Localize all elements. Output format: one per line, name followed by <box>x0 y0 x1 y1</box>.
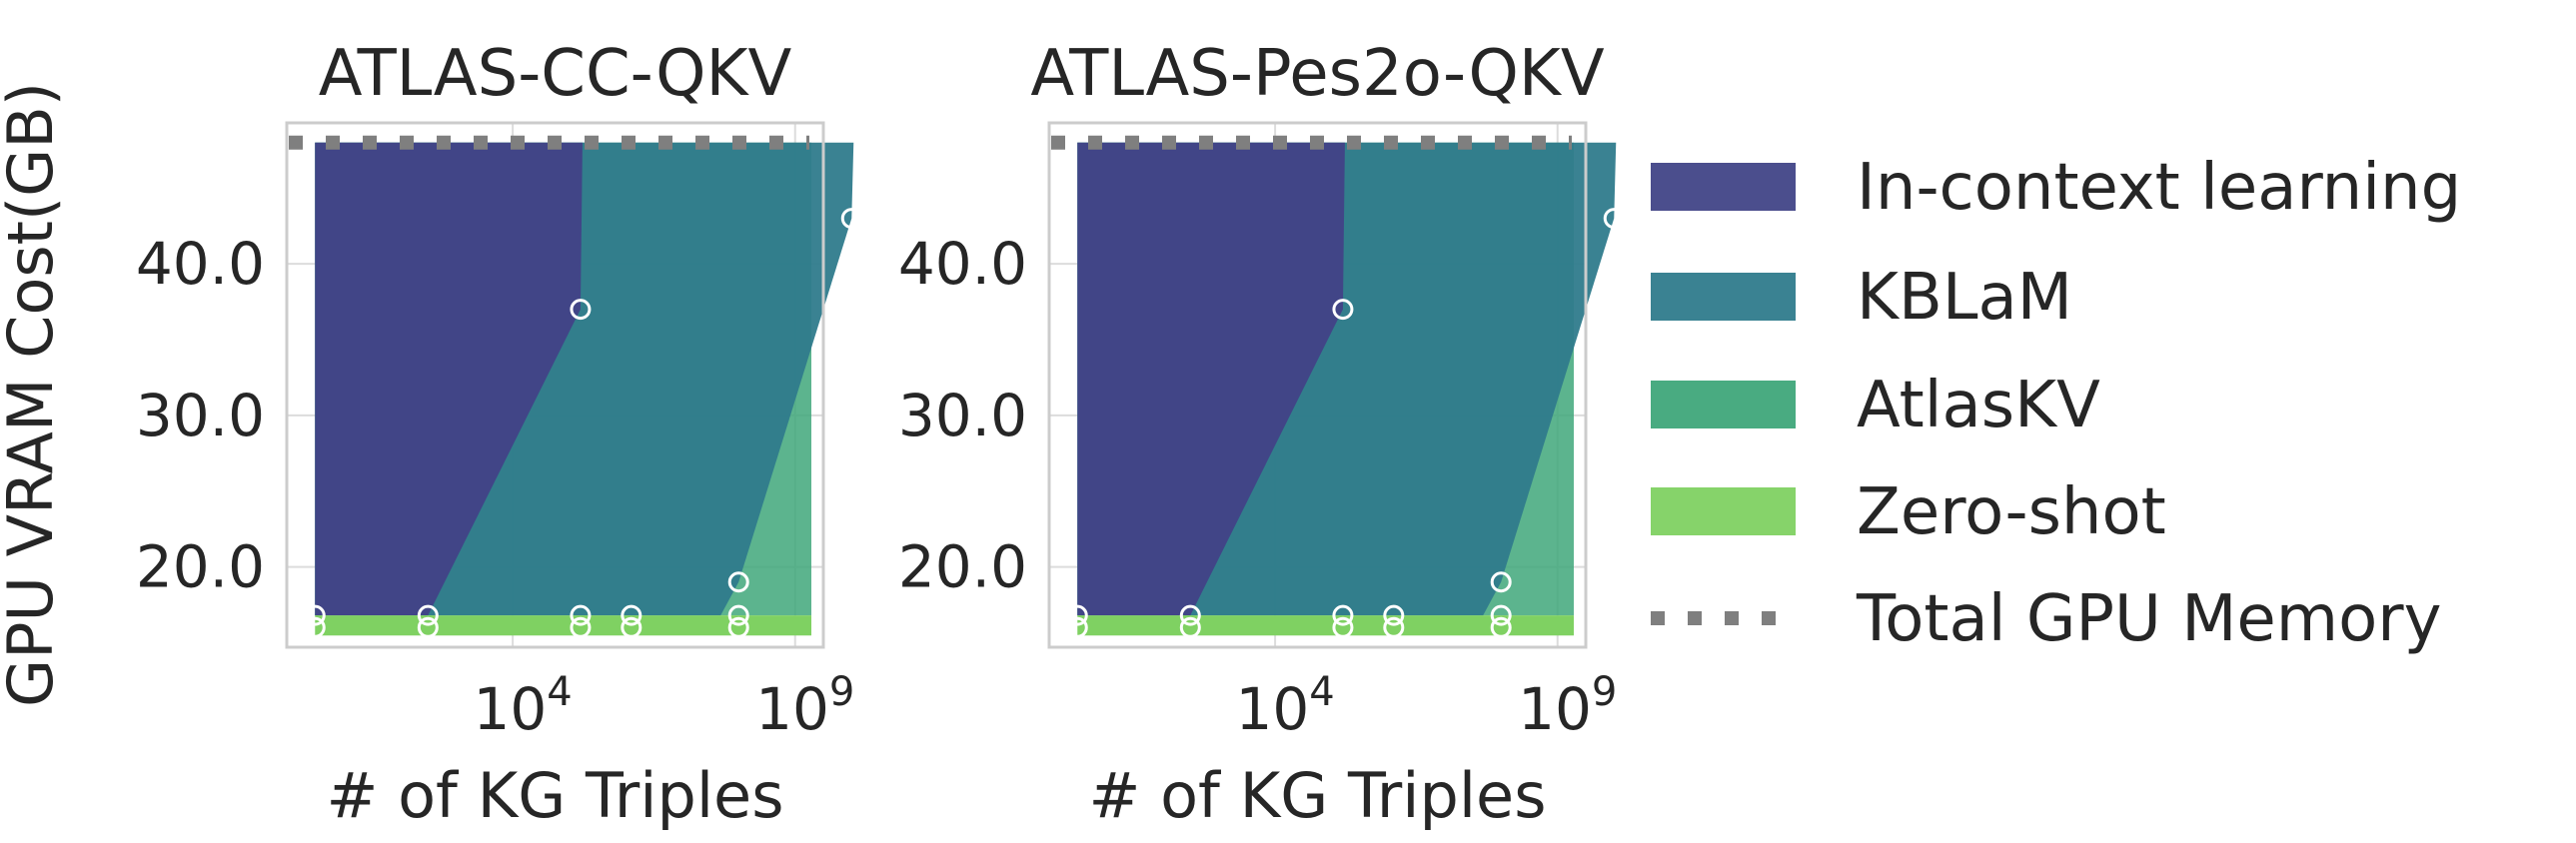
data-point <box>1332 299 1354 321</box>
axes-frame <box>1047 121 1588 649</box>
data-point <box>1490 604 1512 626</box>
x-tick-label: 109 <box>755 669 854 743</box>
zeroshot-band <box>315 615 811 636</box>
data-point <box>570 299 592 321</box>
x-axis-label: # of KG Triples <box>1088 759 1546 832</box>
data-point <box>1603 208 1625 230</box>
data-point <box>417 604 439 626</box>
legend-swatch <box>1651 487 1796 535</box>
x-tick-label: 104 <box>1235 669 1334 743</box>
panel-2: 20.0 30.0 40.0 104 109 ATLAS-Pes2o-QKV # of KG… <box>898 37 2076 832</box>
x-tick-exponent: 4 <box>547 669 572 715</box>
data-point <box>727 571 749 593</box>
x-tick-label: 109 <box>1518 669 1617 743</box>
data-point <box>727 616 749 638</box>
x-tick-exponent: 4 <box>1309 669 1334 715</box>
legend-label: AtlasKV <box>1857 369 2100 442</box>
legend-swatch <box>1651 381 1796 428</box>
y-tick-label: 30.0 <box>136 382 265 449</box>
data-point <box>1332 604 1354 626</box>
data-point <box>1179 604 1201 626</box>
data-point <box>1066 604 1088 626</box>
y-tick-label: 30.0 <box>898 382 1027 449</box>
data-point <box>1490 616 1512 638</box>
data-point <box>570 616 592 638</box>
zeroshot-band <box>1077 615 1574 636</box>
y-tick-label: 40.0 <box>136 230 265 298</box>
y-tick-label: 20.0 <box>136 533 265 601</box>
panel-title: ATLAS-CC-QKV <box>319 37 792 111</box>
legend-item-kblam: KBLaM <box>1651 261 2072 335</box>
data-point <box>1603 604 1625 626</box>
data-point <box>621 616 643 638</box>
icl-area <box>315 142 583 616</box>
data-point <box>1941 604 1963 626</box>
data-point <box>727 604 749 626</box>
legend-item-atlaskv: AtlasKV <box>1651 369 2100 442</box>
y-tick-label: 40.0 <box>898 230 1027 298</box>
legend-label: KBLaM <box>1857 261 2072 335</box>
axes-frame <box>285 121 825 649</box>
legend-label: Zero-shot <box>1857 475 2166 549</box>
data-point <box>2054 604 2076 626</box>
data-point <box>840 616 862 638</box>
x-tick-label: 104 <box>473 669 572 743</box>
data-point <box>570 604 592 626</box>
legend-label: Total GPU Memory <box>1856 582 2441 656</box>
data-point <box>2054 616 2076 638</box>
data-point <box>953 616 975 638</box>
data-point <box>953 604 975 626</box>
data-point <box>840 208 862 230</box>
panel-1: 20.0 30.0 40.0 104 109 ATLAS-CC-QKV # of KG Tr… <box>136 37 1314 832</box>
data-point <box>1383 616 1405 638</box>
legend-item-icl: In-context learning <box>1651 151 2461 225</box>
x-tick-exponent: 9 <box>829 669 854 715</box>
legend: In-context learning KBLaM AtlasKV Zero-shot… <box>1651 151 2461 656</box>
x-tick-exponent: 9 <box>1592 669 1617 715</box>
data-point <box>1332 616 1354 638</box>
legend-swatch <box>1651 273 1796 321</box>
data-point <box>1941 616 1963 638</box>
x-axis-label: # of KG Triples <box>326 759 783 832</box>
data-point <box>1179 616 1201 638</box>
data-point <box>1829 604 1851 626</box>
y-axis-label: GPU VRAM Cost(GB) <box>0 82 67 707</box>
data-point <box>1603 616 1625 638</box>
data-point <box>621 604 643 626</box>
legend-swatch <box>1651 163 1796 211</box>
data-point <box>1490 571 1512 593</box>
data-point <box>304 616 326 638</box>
legend-label: In-context learning <box>1857 151 2461 225</box>
data-point <box>1829 616 1851 638</box>
data-point <box>1066 616 1088 638</box>
data-point <box>304 604 326 626</box>
y-tick-label: 20.0 <box>898 533 1027 601</box>
legend-item-total: Total GPU Memory <box>1651 582 2441 656</box>
data-point <box>417 616 439 638</box>
legend-item-zeroshot: Zero-shot <box>1651 475 2166 549</box>
icl-area <box>1077 142 1345 616</box>
data-point <box>840 604 862 626</box>
panel-title: ATLAS-Pes2o-QKV <box>1030 37 1604 111</box>
data-point <box>1383 604 1405 626</box>
panels: 20.0 30.0 40.0 104 109 ATLAS-CC-QKV # of KG Tr… <box>136 37 2076 832</box>
